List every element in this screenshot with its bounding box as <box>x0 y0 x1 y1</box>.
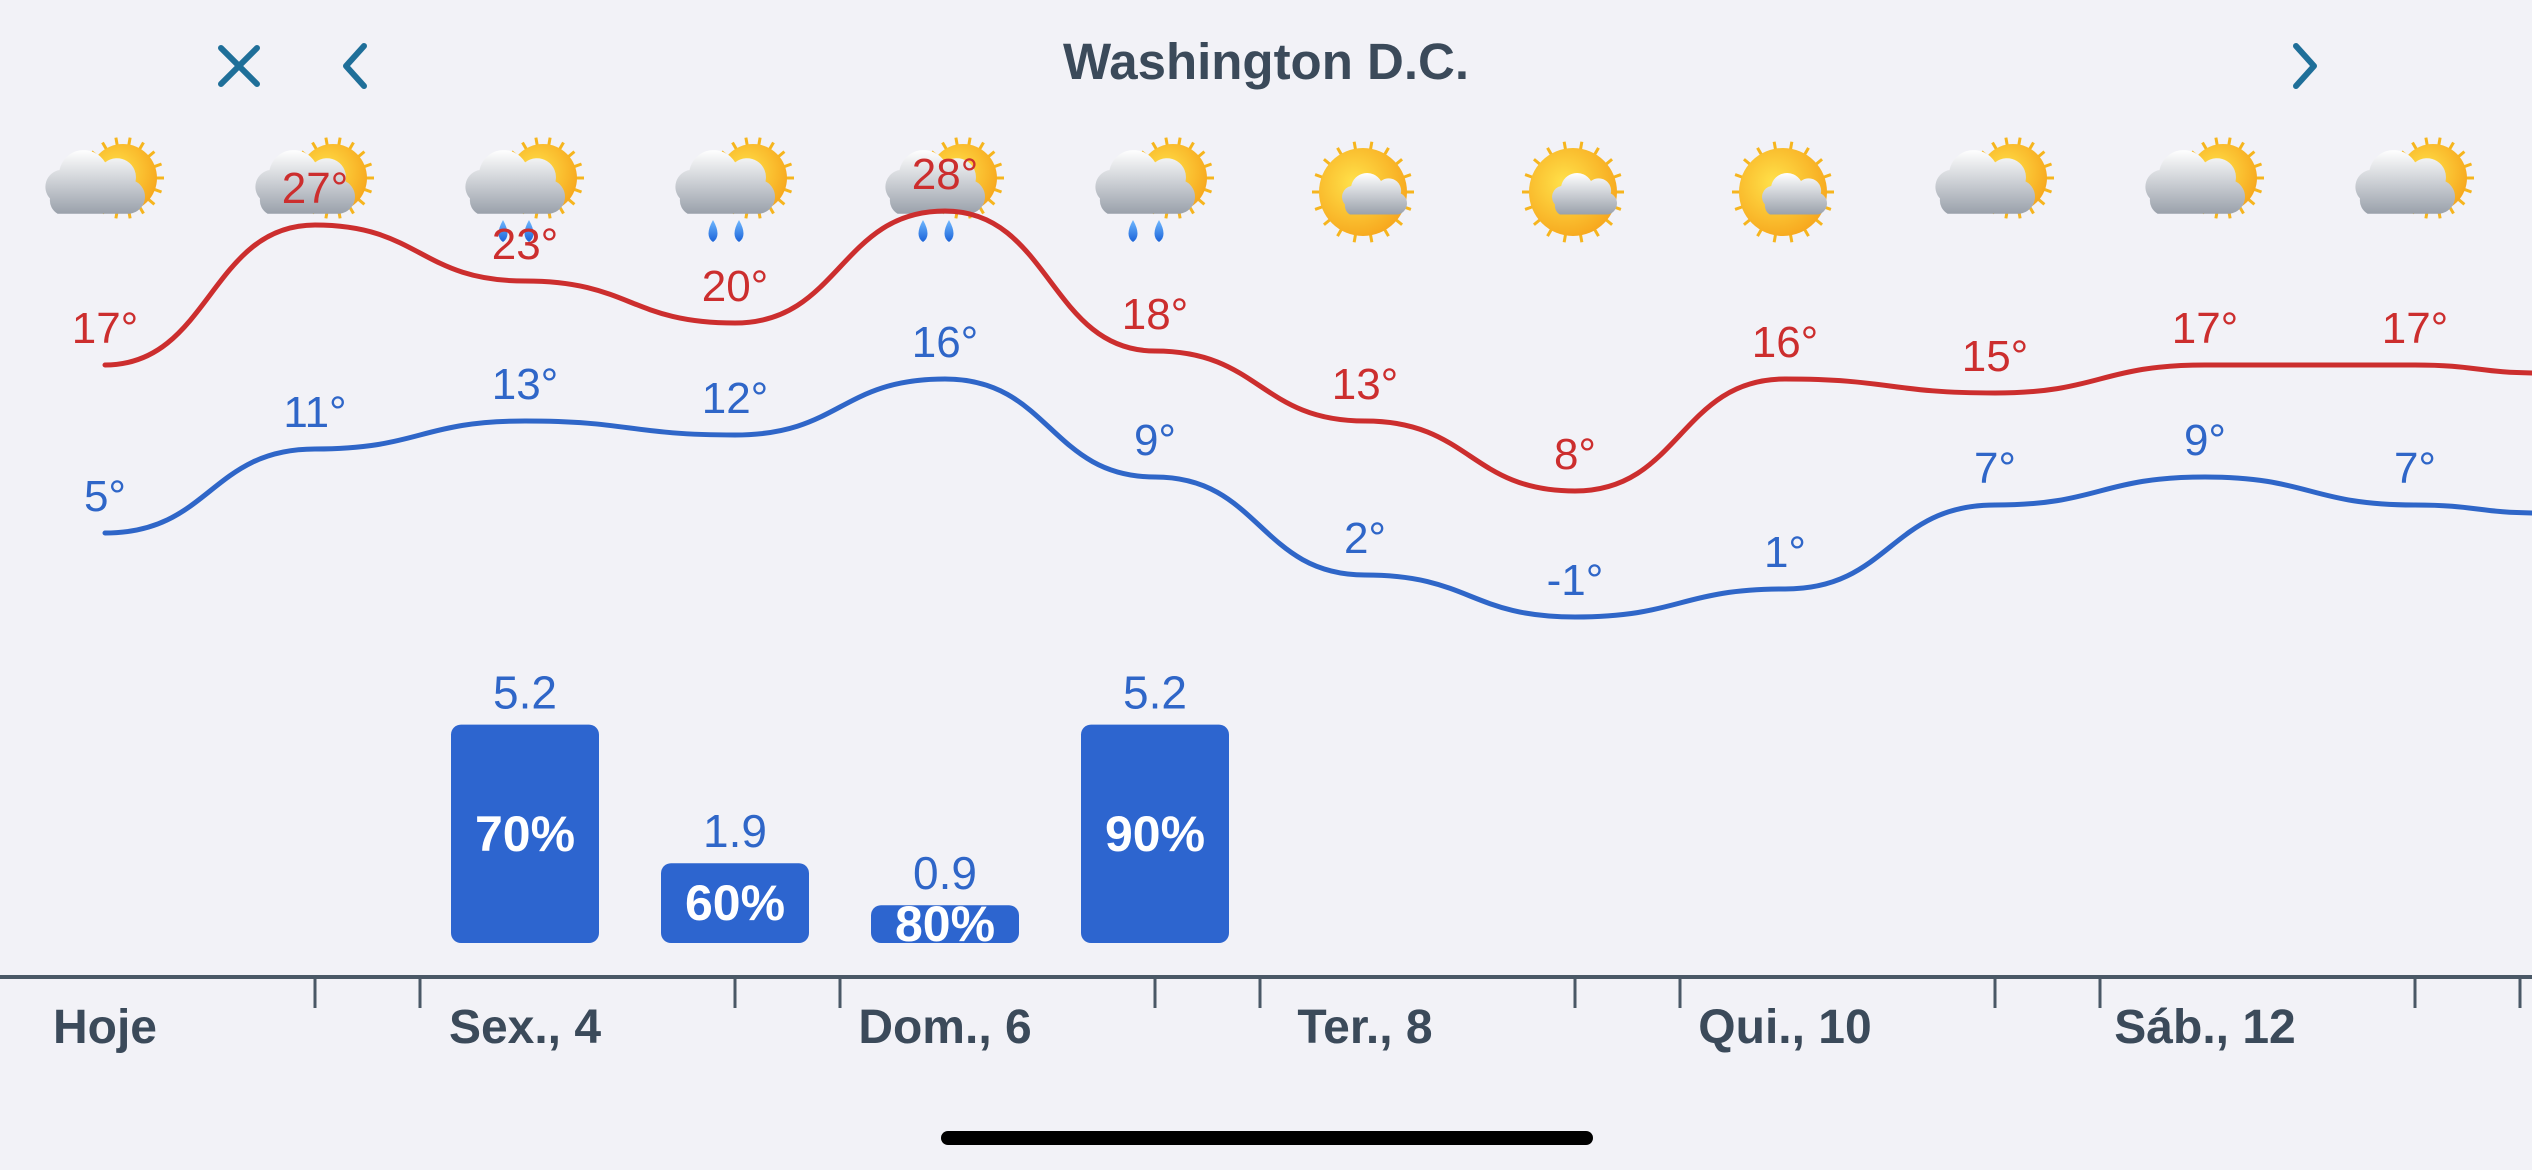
low-temp-line <box>102 376 2532 620</box>
mostly-sunny-icon <box>1522 141 1624 243</box>
high-temp-label: 16° <box>1752 318 1819 367</box>
low-temp-label: 5° <box>84 472 126 521</box>
high-temp-label: 20° <box>702 262 769 311</box>
partly-cloudy-icon <box>2355 137 2474 219</box>
high-temp-label: 23° <box>492 220 559 269</box>
low-temp-label: 13° <box>492 360 559 409</box>
day-label: Sáb., 12 <box>2114 1001 2295 1054</box>
cloud-shape <box>45 150 145 214</box>
cloud-shape <box>2355 150 2455 214</box>
precip-bar <box>451 724 599 943</box>
rain-icon <box>465 137 584 242</box>
next-button[interactable] <box>2274 36 2334 96</box>
high-temp-label: 28° <box>912 150 979 199</box>
partly-cloudy-icon <box>1935 137 2054 219</box>
low-temp-label: 9° <box>2184 416 2226 465</box>
cloud-shape <box>465 150 565 214</box>
low-temp-label: 11° <box>283 388 346 437</box>
high-temp-label: 8° <box>1554 430 1596 479</box>
rain-icon <box>1095 137 1214 242</box>
precip-amount-label: 5.2 <box>493 667 557 719</box>
low-temp-label: 7° <box>1974 444 2016 493</box>
high-temp-line <box>102 208 2532 494</box>
cloud-shape <box>2145 150 2245 214</box>
day-label: Sex., 4 <box>449 1001 601 1054</box>
cloud-shape <box>1551 173 1617 215</box>
high-temp-label: 17° <box>2172 304 2239 353</box>
cloud-shape <box>1761 173 1827 215</box>
high-temp-label: 17° <box>72 304 139 353</box>
rain-icon <box>885 137 1004 242</box>
day-label: Ter., 8 <box>1297 1001 1432 1054</box>
cloud-shape <box>1095 150 1195 214</box>
rain-drop <box>524 220 534 242</box>
rain-drop <box>708 220 718 242</box>
high-temp-label: 15° <box>1962 332 2029 381</box>
mostly-sunny-icon <box>1732 141 1834 243</box>
high-temp-label: 17° <box>2382 304 2449 353</box>
partly-cloudy-icon <box>2145 137 2264 219</box>
precip-amount-label: 0.9 <box>913 847 977 899</box>
low-temp-label: 1° <box>1764 528 1806 577</box>
low-temp-label: 7° <box>2394 444 2436 493</box>
chevron-right-icon <box>2293 43 2317 89</box>
partly-cloudy-icon <box>255 137 374 219</box>
low-temp-label: 16° <box>912 318 979 367</box>
day-label: Hoje <box>53 1001 157 1054</box>
cloud-shape <box>675 150 775 214</box>
close-icon <box>218 45 260 87</box>
partly-cloudy-icon <box>45 137 164 219</box>
precip-chance-label: 60% <box>685 875 785 931</box>
high-temp-label: 27° <box>282 164 349 213</box>
rain-drop <box>918 220 928 242</box>
high-temp-label: 18° <box>1122 290 1189 339</box>
precip-chance-label: 80% <box>895 896 995 952</box>
precip-bar <box>1081 724 1229 943</box>
rain-drop <box>734 220 744 242</box>
cloud-shape <box>1341 173 1407 215</box>
day-label: Qui., 10 <box>1698 1001 1871 1054</box>
cloud-shape <box>885 150 985 214</box>
home-indicator <box>941 1131 1593 1145</box>
low-temp-label: 9° <box>1134 416 1176 465</box>
close-button[interactable] <box>209 36 269 96</box>
cloud-shape <box>255 150 355 214</box>
precip-bar <box>661 863 809 943</box>
precip-chance-label: 70% <box>475 806 575 862</box>
rain-drop <box>944 220 954 242</box>
precip-chance-label: 90% <box>1105 806 1205 862</box>
low-temp-label: 12° <box>702 374 769 423</box>
chevron-left-icon <box>343 43 367 89</box>
rain-drop <box>1128 220 1138 242</box>
previous-button[interactable] <box>326 36 386 96</box>
rain-drop <box>1154 220 1164 242</box>
low-temp-label: -1° <box>1547 556 1604 605</box>
precip-amount-label: 1.9 <box>703 805 767 857</box>
rain-drop <box>498 220 508 242</box>
cloud-shape <box>1935 150 2035 214</box>
precip-bar <box>871 905 1019 943</box>
day-label: Dom., 6 <box>858 1001 1031 1054</box>
high-temp-label: 13° <box>1332 360 1399 409</box>
mostly-sunny-icon <box>1312 141 1414 243</box>
precip-amount-label: 5.2 <box>1123 667 1187 719</box>
low-temp-label: 2° <box>1344 514 1386 563</box>
rain-icon <box>675 137 794 242</box>
